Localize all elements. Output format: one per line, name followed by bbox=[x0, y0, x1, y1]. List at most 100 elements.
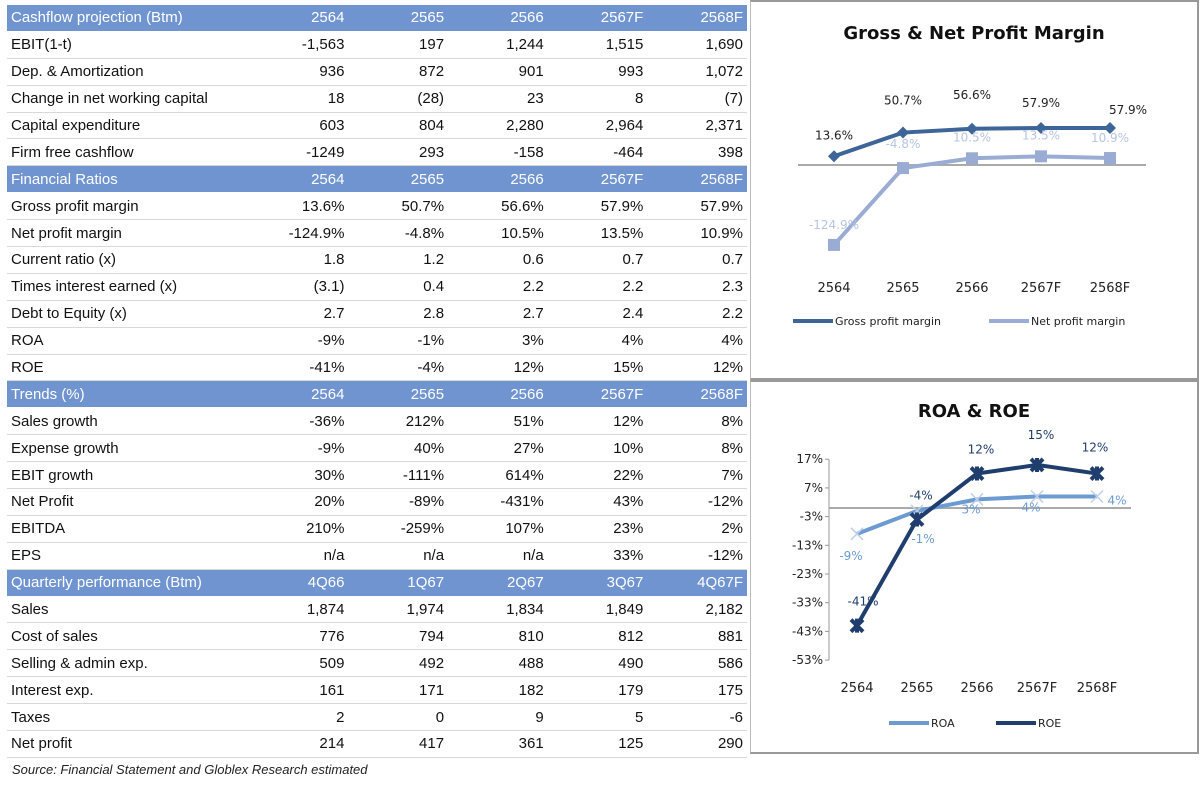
value-cell: 1.2 bbox=[348, 246, 449, 274]
row-label: Firm free cashflow bbox=[7, 138, 249, 167]
header-cell: 2567F bbox=[547, 5, 648, 32]
table-row: EPS n/a n/a n/a 33% -12% bbox=[7, 542, 747, 570]
chart-title: Gross & Net Profit Margin bbox=[843, 23, 1104, 44]
header-cell: Trends (%) bbox=[7, 380, 249, 409]
value-cell: -6 bbox=[647, 703, 747, 732]
header-cell: 2565 bbox=[348, 380, 449, 409]
value-cell: 1,834 bbox=[448, 596, 548, 624]
square-marker bbox=[1035, 150, 1047, 163]
row-label: Net Profit bbox=[7, 488, 249, 516]
data-label: 4% bbox=[1021, 501, 1040, 515]
value-cell: 12% bbox=[647, 354, 747, 382]
value-cell: 509 bbox=[248, 649, 349, 678]
y-tick-label: 7% bbox=[804, 481, 823, 495]
row-label: Capital expenditure bbox=[7, 112, 249, 140]
value-cell: 2,964 bbox=[547, 112, 648, 140]
y-tick-label: -33% bbox=[792, 596, 823, 610]
diamond-marker bbox=[1035, 121, 1047, 134]
row-label: Cost of sales bbox=[7, 622, 249, 651]
table-row: Expense growth -9% 40% 27% 10% 8% bbox=[7, 434, 747, 463]
value-cell: -9% bbox=[248, 434, 349, 463]
value-cell: 20% bbox=[248, 488, 349, 516]
table-row: EBIT growth 30% -111% 614% 22% 7% bbox=[7, 461, 747, 490]
value-cell: -158 bbox=[448, 138, 548, 167]
value-cell: -1,563 bbox=[248, 31, 349, 59]
value-cell: 50.7% bbox=[348, 192, 449, 221]
value-cell: 0.4 bbox=[348, 273, 449, 301]
value-cell: -4% bbox=[348, 354, 449, 382]
data-label: -1% bbox=[911, 532, 934, 546]
value-cell: -41% bbox=[248, 354, 349, 382]
value-cell: 0.6 bbox=[448, 246, 548, 274]
value-cell: 2,280 bbox=[448, 112, 548, 140]
data-label: 10.9% bbox=[1091, 131, 1129, 145]
row-label: Change in net working capital bbox=[7, 85, 249, 113]
value-cell: 18 bbox=[248, 85, 349, 113]
data-label: -9% bbox=[839, 549, 862, 563]
value-cell: 936 bbox=[248, 58, 349, 86]
value-cell: 13.5% bbox=[547, 219, 648, 248]
value-cell: 1,874 bbox=[248, 596, 349, 624]
value-cell: 993 bbox=[547, 58, 648, 86]
y-tick-label: -13% bbox=[792, 538, 823, 552]
value-cell: 8% bbox=[647, 434, 747, 463]
header-cell: 2567F bbox=[547, 165, 648, 194]
x-marker bbox=[850, 527, 864, 541]
value-cell: 13.6% bbox=[248, 192, 349, 221]
value-cell: n/a bbox=[248, 542, 349, 570]
legend-label: Net profit margin bbox=[1031, 315, 1125, 328]
value-cell: 33% bbox=[547, 542, 648, 570]
row-label: EPS bbox=[7, 542, 249, 570]
header-cell: 2565 bbox=[348, 165, 449, 194]
value-cell: 0 bbox=[348, 703, 449, 732]
header-cell: 2565 bbox=[348, 5, 449, 32]
x-tick-label: 2564 bbox=[840, 681, 873, 696]
series-line bbox=[832, 154, 1111, 247]
header-cell: 2566 bbox=[448, 380, 548, 409]
x-tick-label: 2567F bbox=[1021, 281, 1062, 296]
value-cell: 23% bbox=[547, 515, 648, 543]
row-label: Sales growth bbox=[7, 407, 249, 436]
header-cell: 2564 bbox=[248, 5, 349, 32]
row-label: ROE bbox=[7, 354, 249, 382]
y-tick-label: 17% bbox=[796, 452, 823, 466]
table-row: Times interest earned (x) (3.1) 0.4 2.2 2.2 2… bbox=[7, 273, 747, 301]
value-cell: 40% bbox=[348, 434, 449, 463]
legend-label: Gross profit margin bbox=[835, 315, 941, 328]
value-cell: 56.6% bbox=[448, 192, 548, 221]
x-tick-label: 2568F bbox=[1077, 681, 1118, 696]
x-marker bbox=[970, 492, 984, 506]
value-cell: 182 bbox=[448, 676, 548, 705]
data-label: -124.9% bbox=[809, 218, 859, 232]
row-label: Debt to Equity (x) bbox=[7, 300, 249, 328]
table-row: Taxes 2 0 9 5 -6 bbox=[7, 703, 747, 732]
data-label: 13.6% bbox=[815, 128, 853, 142]
value-cell: 881 bbox=[647, 622, 747, 651]
value-cell: -4.8% bbox=[348, 219, 449, 248]
table-row: Current ratio (x) 1.8 1.2 0.6 0.7 0.7 bbox=[7, 246, 747, 274]
value-cell: -1249 bbox=[248, 138, 349, 167]
row-label: Net profit margin bbox=[7, 219, 249, 248]
square-marker bbox=[828, 238, 840, 251]
value-cell: -464 bbox=[547, 138, 648, 167]
value-cell: -36% bbox=[248, 407, 349, 436]
x-tick-label: 2565 bbox=[900, 681, 933, 696]
value-cell: 0.7 bbox=[547, 246, 648, 274]
header-cell: Quarterly performance (Btm) bbox=[7, 569, 249, 597]
value-cell: 1.8 bbox=[248, 246, 349, 274]
value-cell: 490 bbox=[547, 649, 648, 678]
value-cell: 175 bbox=[647, 676, 747, 705]
square-marker bbox=[1104, 152, 1116, 165]
value-cell: 5 bbox=[547, 703, 648, 732]
header-cell: 1Q67 bbox=[348, 569, 449, 597]
row-label: Gross profit margin bbox=[7, 192, 249, 221]
header-cell: 4Q67F bbox=[647, 569, 747, 597]
diamond-marker bbox=[897, 126, 909, 139]
row-label: Current ratio (x) bbox=[7, 246, 249, 274]
data-label: 15% bbox=[1028, 428, 1055, 442]
header-cell: 2568F bbox=[647, 165, 747, 194]
y-tick-label: -3% bbox=[800, 510, 823, 524]
value-cell: -431% bbox=[448, 488, 548, 516]
row-label: EBIT growth bbox=[7, 461, 249, 490]
x-marker bbox=[1030, 489, 1044, 504]
